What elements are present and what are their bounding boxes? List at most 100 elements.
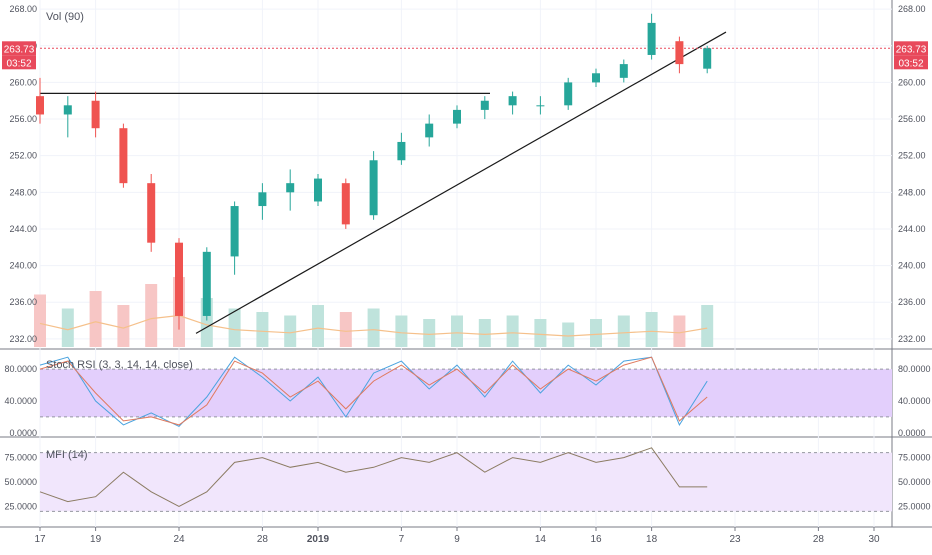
candle-body — [619, 64, 628, 78]
candle-body — [36, 96, 44, 115]
price-tick-right: 232.00 — [898, 334, 926, 344]
candle-body — [675, 41, 684, 65]
candle-body — [91, 100, 100, 129]
volume-bar — [506, 315, 519, 347]
candle-body — [425, 123, 434, 138]
time-tick-label: 17 — [34, 534, 46, 545]
time-tick-label: 18 — [646, 534, 658, 545]
time-tick-label: 30 — [868, 534, 880, 545]
volume-bar — [89, 291, 102, 347]
volume-bar — [367, 308, 380, 347]
stoch-rsi-label: Stoch RSI (3, 3, 14, 14, close) — [46, 359, 193, 371]
price-tick-right: 268.00 — [898, 4, 926, 14]
candle-body — [230, 206, 239, 257]
price-tick-right: 248.00 — [898, 187, 926, 197]
candle-body — [536, 105, 545, 107]
candle-body — [286, 183, 295, 193]
volume-bar — [228, 308, 241, 347]
price-tick-right: 236.00 — [898, 297, 926, 307]
time-tick-label: 16 — [590, 534, 602, 545]
stoch-tick-left: 40.0000 — [4, 396, 37, 406]
mfi-line — [39, 447, 708, 507]
volume-bar — [395, 315, 408, 347]
price-tick-left: 240.00 — [9, 261, 37, 271]
candle-body — [508, 96, 517, 106]
time-tick-label: 23 — [729, 534, 741, 545]
last-price-badge-right — [894, 41, 928, 56]
volume-bar — [478, 319, 491, 347]
candle-body — [258, 192, 267, 207]
mfi-tick-right: 50.0000 — [898, 477, 931, 487]
price-tick-left: 244.00 — [9, 224, 37, 234]
candle-body — [397, 141, 406, 161]
mfi-tick-left: 25.0000 — [4, 501, 37, 511]
volume-bar — [145, 284, 158, 347]
volume-bar — [117, 305, 130, 347]
candle-body — [119, 128, 128, 184]
volume-bar — [339, 312, 352, 347]
volume-bar — [645, 312, 658, 347]
candle-body — [647, 22, 656, 55]
stoch-d-line — [39, 356, 708, 426]
countdown-left: 03:52 — [6, 58, 31, 69]
price-tick-left: 236.00 — [9, 297, 37, 307]
last-price-badge-left — [2, 41, 36, 56]
trend-line — [195, 31, 727, 334]
price-tick-left: 248.00 — [9, 187, 37, 197]
price-tick-left: 268.00 — [9, 4, 37, 14]
volume-bar — [590, 319, 602, 347]
candle-body — [480, 100, 489, 110]
mfi-tick-right: 75.0000 — [898, 453, 931, 463]
mfi-tick-left: 50.0000 — [4, 477, 37, 487]
price-tick-right: 260.00 — [898, 77, 926, 87]
volume-bar — [617, 315, 630, 347]
volume-bar — [284, 315, 297, 347]
price-tick-left: 232.00 — [9, 334, 37, 344]
countdown-badge-right — [894, 55, 928, 70]
volume-ma-line — [39, 314, 708, 337]
volume-bar — [61, 308, 74, 347]
candle-body — [202, 251, 211, 316]
time-tick-label: 7 — [399, 534, 405, 545]
countdown-right: 03:52 — [898, 58, 923, 69]
stoch-tick-left: 80.0000 — [4, 364, 37, 374]
mfi-label: MFI (14) — [46, 449, 88, 461]
volume-bar — [701, 305, 714, 347]
candle-body — [175, 242, 183, 316]
volume-bar — [534, 319, 547, 347]
mfi-tick-left: 75.0000 — [4, 453, 37, 463]
price-tick-right: 252.00 — [898, 151, 926, 161]
volume-bar — [451, 315, 463, 347]
last-price-left: 263.73 — [4, 44, 35, 55]
time-tick-label: 19 — [90, 534, 102, 545]
countdown-badge-left — [2, 55, 36, 70]
volume-bar — [312, 305, 324, 347]
candle-body — [703, 48, 712, 69]
price-tick-right: 244.00 — [898, 224, 926, 234]
price-tick-left: 252.00 — [9, 151, 37, 161]
volume-bar — [673, 315, 686, 347]
candle-body — [453, 109, 461, 124]
volume-bar — [34, 294, 46, 347]
stoch-k-line — [39, 356, 708, 428]
price-tick-right: 256.00 — [898, 114, 926, 124]
time-tick-label: 28 — [257, 534, 269, 545]
volume-bar — [562, 322, 575, 347]
candle-body — [592, 73, 600, 83]
time-tick-label: 2019 — [307, 534, 330, 545]
stoch-tick-left: 0.0000 — [9, 428, 37, 438]
price-tick-right: 240.00 — [898, 261, 926, 271]
time-tick-label: 9 — [454, 534, 460, 545]
volume-bar — [423, 319, 436, 347]
stoch-tick-right: 0.0000 — [898, 428, 926, 438]
mfi-band — [40, 452, 892, 512]
candle-body — [564, 82, 573, 106]
volume-bar — [256, 312, 269, 347]
mfi-tick-right: 25.0000 — [898, 501, 931, 511]
candle-body — [341, 183, 350, 225]
price-tick-left: 256.00 — [9, 114, 37, 124]
price-tick-left: 260.00 — [9, 77, 37, 87]
candle-body — [63, 105, 72, 115]
